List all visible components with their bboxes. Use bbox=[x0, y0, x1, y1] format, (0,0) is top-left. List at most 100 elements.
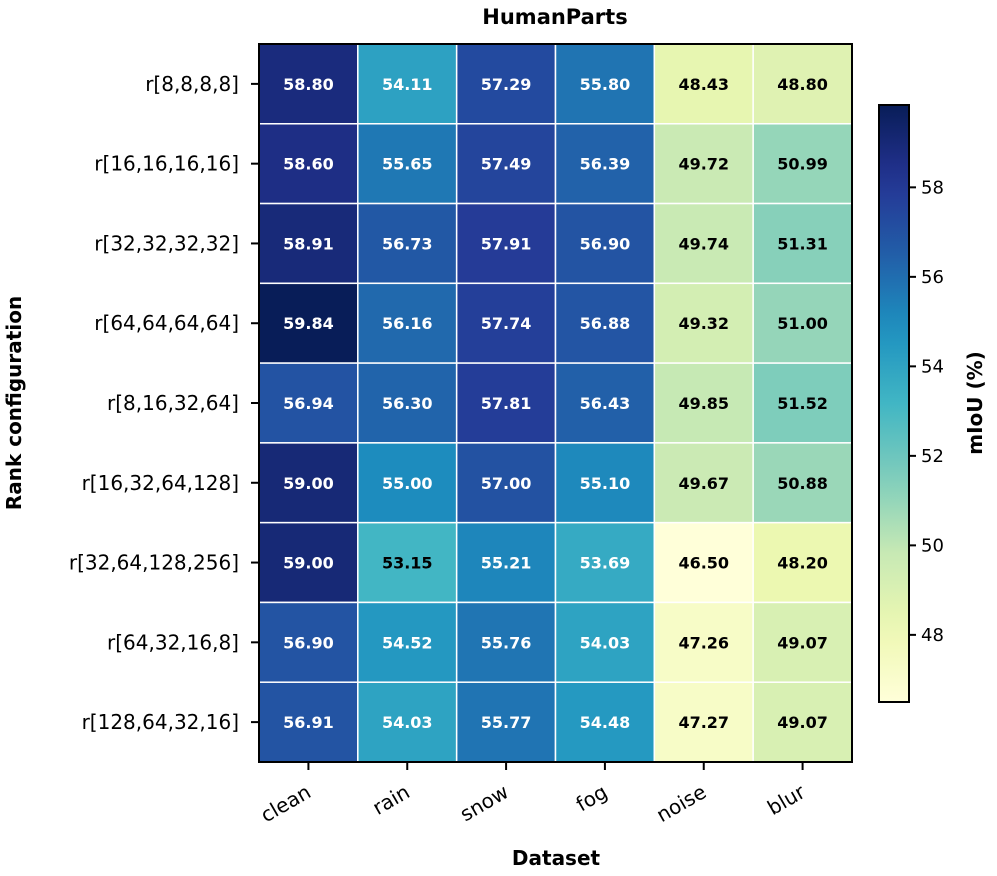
cell-value-label: 57.00 bbox=[481, 474, 532, 493]
heatmap-cell-5-0 bbox=[258, 442, 359, 524]
cell-value-label: 58.91 bbox=[283, 234, 334, 253]
cell-value-label: 54.03 bbox=[382, 713, 433, 732]
cell-value-label: 56.16 bbox=[382, 314, 433, 333]
heatmap-cell-2-1 bbox=[357, 202, 458, 285]
cell-value-label: 57.29 bbox=[481, 75, 532, 94]
cell-value-label: 47.26 bbox=[678, 633, 729, 652]
cell-value-label: 59.00 bbox=[283, 554, 334, 573]
heatmap-cell-4-3 bbox=[554, 362, 656, 444]
colorbar-tick-label: 56 bbox=[921, 267, 944, 288]
cell-value-label: 54.11 bbox=[382, 75, 433, 94]
cell-value-label: 59.00 bbox=[283, 474, 334, 493]
colorbar-title: mIoU (%) bbox=[963, 351, 987, 455]
heatmap-cell-3-3 bbox=[554, 282, 656, 364]
colorbar-tick-label: 54 bbox=[921, 356, 944, 377]
cell-value-label: 55.76 bbox=[481, 633, 532, 652]
colorbar-tick-label: 58 bbox=[921, 177, 944, 198]
x-tick-label: clean bbox=[256, 780, 315, 828]
heatmap-cell-6-3 bbox=[554, 521, 656, 604]
colorbar-tick-label: 52 bbox=[921, 446, 944, 467]
cell-value-label: 56.90 bbox=[283, 633, 334, 652]
cell-value-label: 49.74 bbox=[678, 234, 729, 253]
heatmap-cell-0-0 bbox=[258, 43, 359, 125]
cell-value-label: 54.48 bbox=[580, 713, 631, 732]
heatmap-cell-7-3 bbox=[554, 601, 656, 683]
y-axis-ticks: r[8,8,8,8] r[16,16,16,16] r[32,32,32,32] r[… bbox=[69, 72, 259, 734]
heatmap-cell-8-2 bbox=[455, 681, 557, 763]
cell-value-label: 56.43 bbox=[580, 394, 631, 413]
y-tick-label: r[64,32,16,8] bbox=[107, 630, 239, 654]
cell-value-label: 54.52 bbox=[382, 633, 433, 652]
heatmap-cell-8-1 bbox=[357, 681, 458, 763]
heatmap-cell-2-5 bbox=[752, 202, 853, 285]
x-axis-ticks: clean rain snow fog noise blur bbox=[256, 762, 810, 828]
heatmap-cell-8-5 bbox=[752, 681, 853, 763]
x-axis-title: Dataset bbox=[512, 846, 601, 870]
cell-value-label: 49.72 bbox=[678, 155, 729, 174]
y-tick-label: r[32,32,32,32] bbox=[94, 231, 239, 255]
cell-value-label: 56.30 bbox=[382, 394, 433, 413]
y-tick-label: r[8,8,8,8] bbox=[145, 72, 239, 96]
heatmap-cell-0-5 bbox=[752, 43, 853, 125]
heatmap-cell-3-2 bbox=[455, 282, 557, 364]
chart-title: HumanParts bbox=[482, 5, 627, 29]
x-tick-label: snow bbox=[456, 780, 513, 827]
cell-value-label: 56.91 bbox=[283, 713, 334, 732]
y-tick-label: r[8,16,32,64] bbox=[107, 391, 239, 415]
heatmap-cell-4-4 bbox=[653, 362, 754, 444]
cell-value-label: 49.32 bbox=[678, 314, 729, 333]
y-tick-label: r[16,32,64,128] bbox=[82, 471, 239, 495]
cell-value-label: 58.60 bbox=[283, 155, 334, 174]
x-tick-label: blur bbox=[763, 779, 810, 820]
y-tick-label: r[32,64,128,256] bbox=[69, 551, 239, 575]
heatmap-cell-6-0 bbox=[258, 521, 359, 604]
cell-value-label: 56.73 bbox=[382, 234, 433, 253]
y-tick-label: r[128,64,32,16] bbox=[82, 710, 239, 734]
cell-value-label: 57.74 bbox=[481, 314, 532, 333]
cell-value-label: 55.10 bbox=[580, 474, 631, 493]
heatmap-cell-1-5 bbox=[752, 123, 853, 205]
cell-value-label: 55.00 bbox=[382, 474, 433, 493]
cell-value-label: 51.00 bbox=[777, 314, 828, 333]
x-tick-label: fog bbox=[572, 780, 612, 817]
cell-value-label: 57.81 bbox=[481, 394, 532, 413]
cell-value-label: 48.43 bbox=[678, 75, 729, 94]
x-tick-label: noise bbox=[652, 780, 710, 827]
heatmap-cell-6-2 bbox=[455, 521, 557, 604]
cell-value-label: 53.69 bbox=[580, 554, 631, 573]
cell-value-label: 49.07 bbox=[777, 713, 828, 732]
heatmap-cell-4-0 bbox=[258, 362, 359, 444]
cell-value-label: 54.03 bbox=[580, 633, 631, 652]
heatmap-cell-8-4 bbox=[653, 681, 754, 763]
heatmap-cell-0-1 bbox=[357, 43, 458, 125]
heatmap-cells bbox=[258, 43, 853, 763]
cell-value-label: 57.91 bbox=[481, 234, 532, 253]
heatmap-cell-8-0 bbox=[258, 681, 359, 763]
heatmap-cell-1-3 bbox=[554, 123, 656, 205]
heatmap-cell-7-5 bbox=[752, 601, 853, 683]
cell-value-label: 56.39 bbox=[580, 155, 631, 174]
y-tick-label: r[64,64,64,64] bbox=[94, 311, 239, 335]
heatmap-cell-7-2 bbox=[455, 601, 557, 683]
cell-value-label: 51.31 bbox=[777, 234, 828, 253]
heatmap-cell-4-2 bbox=[455, 362, 557, 444]
cell-value-label: 48.20 bbox=[777, 554, 828, 573]
colorbar bbox=[879, 105, 909, 702]
cell-value-label: 55.65 bbox=[382, 155, 433, 174]
cell-value-label: 56.88 bbox=[580, 314, 631, 333]
heatmap-cell-5-5 bbox=[752, 442, 853, 524]
colorbar-frame bbox=[878, 104, 910, 703]
cell-value-label: 56.90 bbox=[580, 234, 631, 253]
colorbar-tick-label: 48 bbox=[921, 625, 944, 646]
heatmap-cell-3-1 bbox=[357, 282, 458, 364]
heatmap-cell-2-3 bbox=[554, 202, 656, 285]
cell-value-label: 59.84 bbox=[283, 314, 334, 333]
cell-value-label: 56.94 bbox=[283, 394, 334, 413]
cell-value-label: 55.80 bbox=[580, 75, 631, 94]
heatmap-cell-3-0 bbox=[258, 282, 359, 364]
cell-value-label: 49.07 bbox=[777, 633, 828, 652]
heatmap-cell-1-1 bbox=[357, 123, 458, 205]
colorbar-ticks: 48 50 52 54 56 58 bbox=[909, 177, 944, 646]
cell-value-label: 51.52 bbox=[777, 394, 828, 413]
